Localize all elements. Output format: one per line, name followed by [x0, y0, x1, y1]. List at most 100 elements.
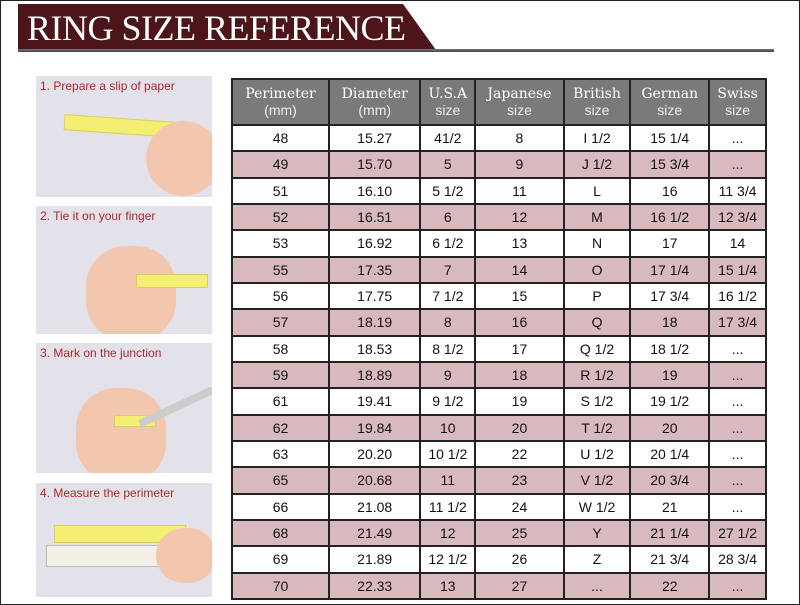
table-cell: ...: [708, 492, 767, 521]
table-cell: 18: [629, 308, 711, 337]
table-cell: 49: [230, 150, 331, 179]
table-cell: L: [562, 176, 632, 205]
table-cell: 18.19: [328, 308, 422, 337]
table-cell: 16 1/2: [629, 202, 711, 232]
table-cell: 10 1/2: [419, 439, 477, 469]
table-cell: 20.20: [328, 439, 422, 469]
table-row: 55 17.35 7 14 O 17 1/4 15 1/4: [230, 255, 767, 284]
title-banner: [18, 4, 436, 50]
table-cell: 18: [474, 360, 565, 390]
table-cell: 22.33: [328, 571, 422, 601]
table-cell: 11 3/4: [708, 176, 767, 205]
column-unit: (mm): [264, 102, 297, 118]
table-cell: 68: [230, 518, 331, 548]
table-row: 65 20.68 11 23 V 1/2 20 3/4...: [230, 466, 767, 495]
table-cell: 19.84: [328, 413, 422, 442]
column-name: Japanese: [487, 86, 552, 102]
table-row: 58 18.53 8 1/2 17 Q 1/2 18 1/2...: [230, 334, 767, 363]
table-cell: Q: [562, 308, 632, 337]
table-cell: ...: [708, 123, 767, 153]
table-cell: V 1/2: [562, 466, 632, 495]
step-label: 3. Mark on the junction: [40, 346, 162, 360]
table-cell: 15: [474, 281, 565, 311]
table-cell: 15 3/4: [629, 150, 711, 179]
table-cell: 12: [419, 518, 477, 548]
table-cell: P: [562, 281, 632, 311]
table-cell: 19.41: [328, 387, 422, 416]
table-row: 52 16.51 6 12 M 16 1/2 12 3/4: [230, 202, 767, 232]
table-row: 61 19.41 9 1/2 19 S 1/2 19 1/2...: [230, 387, 767, 416]
table-cell: 17: [474, 334, 565, 363]
table-cell: 14: [474, 255, 565, 284]
table-cell: ...: [708, 466, 767, 495]
table-cell: J 1/2: [562, 150, 632, 179]
table-cell: 21: [629, 492, 711, 521]
table-cell: 20 1/4: [629, 439, 711, 469]
table-cell: 15 1/4: [629, 123, 711, 153]
table-cell: 53: [230, 229, 331, 258]
table-cell: ...: [562, 571, 632, 601]
table-cell: ...: [708, 413, 767, 442]
table-cell: 51: [230, 176, 331, 205]
table-cell: 27 1/2: [708, 518, 767, 548]
table-cell: ...: [708, 150, 767, 179]
table-cell: W 1/2: [562, 492, 632, 521]
column-name: Swiss: [717, 86, 758, 102]
table-cell: Q 1/2: [562, 334, 632, 363]
table-cell: 61: [230, 387, 331, 416]
table-cell: 21 1/4: [629, 518, 711, 548]
table-cell: 9 1/2: [419, 387, 477, 416]
table-cell: 52: [230, 202, 331, 232]
table-cell: 28 3/4: [708, 545, 767, 574]
table-cell: 11 1/2: [419, 492, 477, 521]
step-3-panel: 3. Mark on the junction: [36, 343, 212, 473]
table-header-row: Perimeter (mm) Diameter (mm) U.S.A size Japane…: [230, 78, 767, 126]
table-cell: 6: [419, 202, 477, 232]
table-cell: M: [562, 202, 632, 232]
hand-image: [86, 246, 176, 334]
table-cell: 7 1/2: [419, 281, 477, 311]
table-cell: 15.70: [328, 150, 422, 179]
table-cell: 18 1/2: [629, 334, 711, 363]
step-label: 2. Tie it on your finger: [40, 209, 156, 223]
table-row: 70 22.33 13 27... 22...: [230, 571, 767, 601]
table-row: 49 15.70 5 9 J 1/2 15 3/4...: [230, 150, 767, 179]
column-name: Diameter: [341, 86, 408, 102]
table-cell: 21.08: [328, 492, 422, 521]
table-cell: 21.89: [328, 545, 422, 574]
table-cell: 55: [230, 255, 331, 284]
column-header: Japanese size: [474, 78, 565, 126]
table-cell: 13: [419, 571, 477, 601]
table-cell: 62: [230, 413, 331, 442]
column-unit: size: [435, 102, 461, 118]
table-cell: 19 1/2: [629, 387, 711, 416]
step-label: 1. Prepare a slip of paper: [40, 79, 175, 93]
step-1-panel: 1. Prepare a slip of paper: [36, 76, 212, 197]
table-cell: 65: [230, 466, 331, 495]
table-cell: T 1/2: [562, 413, 632, 442]
step-2-panel: 2. Tie it on your finger: [36, 206, 212, 334]
table-cell: 5 1/2: [419, 176, 477, 205]
column-unit: size: [584, 102, 610, 118]
table-row: 66 21.08 11 1/2 24 W 1/2 21...: [230, 492, 767, 521]
table-cell: 6 1/2: [419, 229, 477, 258]
table-cell: 7: [419, 255, 477, 284]
table-cell: S 1/2: [562, 387, 632, 416]
table-cell: 14: [708, 229, 767, 258]
hand-image: [146, 121, 212, 196]
table-cell: 20: [629, 413, 711, 442]
table-cell: Z: [562, 545, 632, 574]
table-cell: 19: [629, 360, 711, 390]
table-cell: 20.68: [328, 466, 422, 495]
table-cell: 8 1/2: [419, 334, 477, 363]
table-row: 69 21.89 12 1/2 26 Z 21 3/4 28 3/4: [230, 545, 767, 574]
table-cell: R 1/2: [562, 360, 632, 390]
table-cell: 20: [474, 413, 565, 442]
column-name: U.S.A: [428, 86, 468, 102]
table-cell: 24: [474, 492, 565, 521]
table-cell: 17 3/4: [629, 281, 711, 311]
column-header: Perimeter (mm): [230, 78, 331, 126]
table-cell: 25: [474, 518, 565, 548]
table-cell: 69: [230, 545, 331, 574]
table-cell: ...: [708, 439, 767, 469]
